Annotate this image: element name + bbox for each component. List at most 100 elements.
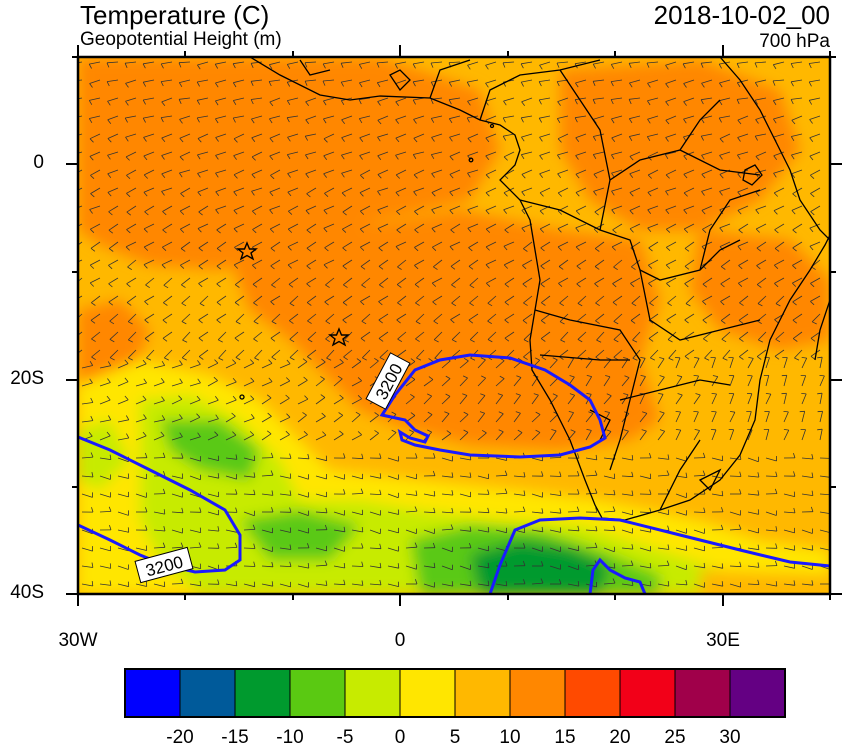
wind-barb bbox=[117, 547, 129, 552]
wind-barb-feather bbox=[72, 210, 75, 214]
wind-barb bbox=[629, 115, 641, 120]
wind-barb-feather bbox=[613, 266, 618, 271]
wind-barb bbox=[117, 583, 129, 587]
wind-barb bbox=[540, 331, 551, 339]
wind-barb-feather bbox=[683, 209, 688, 215]
wind-barb bbox=[251, 151, 263, 158]
wind-barb bbox=[576, 205, 587, 212]
wind-barb bbox=[720, 313, 731, 321]
wind-barb-feather bbox=[415, 490, 418, 496]
wind-barb bbox=[306, 295, 317, 303]
wind-barb-feather bbox=[198, 337, 204, 342]
wind-barb bbox=[549, 430, 557, 441]
wind-barb bbox=[109, 331, 119, 340]
wind-barb bbox=[144, 295, 155, 302]
wind-barb-feather bbox=[305, 210, 310, 215]
wind-barb-feather bbox=[161, 191, 165, 196]
wind-barb bbox=[271, 349, 281, 358]
wind-barb-feather bbox=[576, 283, 581, 288]
wind-barb-feather bbox=[595, 507, 598, 513]
wind-barb bbox=[81, 565, 93, 568]
wind-barb-feather bbox=[107, 155, 111, 160]
lat-label-0: 0 bbox=[33, 152, 44, 173]
wind-barb-feather bbox=[252, 229, 257, 234]
wind-barb bbox=[135, 418, 147, 423]
wind-barb-feather bbox=[413, 137, 418, 143]
wind-barb bbox=[243, 457, 255, 461]
wind-barb bbox=[630, 313, 641, 321]
wind-barb-feather bbox=[666, 228, 671, 233]
wind-barb-feather bbox=[198, 265, 203, 270]
wind-barb-feather bbox=[343, 284, 348, 288]
wind-barb-feather bbox=[497, 393, 503, 396]
wind-barb bbox=[405, 529, 417, 534]
wind-barb bbox=[603, 359, 612, 369]
wind-barb bbox=[161, 61, 173, 65]
wind-barb bbox=[657, 511, 669, 515]
wind-barb bbox=[351, 361, 362, 369]
wind-barb bbox=[575, 223, 587, 229]
wind-barb bbox=[397, 295, 407, 304]
wind-barb-feather bbox=[487, 562, 490, 568]
wind-barb-feather bbox=[755, 156, 760, 161]
wind-barb-feather bbox=[214, 396, 219, 401]
wind-barb bbox=[215, 61, 227, 65]
wind-barb bbox=[342, 241, 353, 249]
wind-barb-feather bbox=[323, 264, 328, 269]
wind-barb bbox=[323, 151, 335, 157]
wind-barb bbox=[117, 457, 129, 463]
wind-barb bbox=[702, 313, 713, 321]
wind-barb bbox=[315, 493, 327, 498]
wind-barb-feather bbox=[233, 155, 237, 160]
wind-barb bbox=[559, 295, 569, 304]
wind-barb-feather bbox=[628, 63, 632, 68]
wind-barb-feather bbox=[410, 393, 415, 398]
wind-barb-feather bbox=[568, 411, 574, 413]
wind-barb bbox=[271, 313, 281, 322]
wind-barb bbox=[611, 97, 623, 100]
wind-barb bbox=[189, 416, 201, 423]
wind-barb-feather bbox=[445, 393, 451, 397]
wind-barb bbox=[108, 241, 119, 249]
colorbar-swatch bbox=[399, 668, 456, 718]
wind-barb-feather bbox=[659, 411, 665, 414]
wind-barb-feather bbox=[718, 117, 722, 123]
wind-barb-feather bbox=[179, 172, 183, 178]
wind-barb-feather bbox=[502, 117, 506, 123]
wind-barb bbox=[378, 259, 389, 267]
wind-barb-feather bbox=[271, 284, 276, 288]
wind-barb bbox=[297, 529, 309, 534]
wind-barb bbox=[369, 475, 381, 479]
wind-barb-feather bbox=[613, 321, 619, 325]
wind-barb-feather bbox=[266, 430, 272, 435]
wind-barb-feather bbox=[216, 301, 222, 306]
wind-barb bbox=[395, 241, 407, 247]
wind-barb bbox=[369, 529, 381, 535]
wind-barb bbox=[333, 475, 345, 480]
wind-barb-feather bbox=[737, 119, 742, 125]
wind-barb bbox=[665, 169, 677, 176]
wind-barb-feather bbox=[516, 375, 522, 378]
wind-barb-feather bbox=[341, 119, 346, 124]
wind-barb bbox=[135, 382, 147, 387]
wind-barb bbox=[595, 349, 605, 358]
wind-barb bbox=[360, 259, 371, 267]
wind-barb bbox=[810, 295, 821, 302]
wind-barb-feather bbox=[161, 360, 166, 366]
wind-barb bbox=[153, 419, 165, 423]
colorbar bbox=[124, 668, 786, 718]
wind-barb bbox=[810, 331, 821, 339]
wind-barb bbox=[450, 259, 461, 267]
wind-barb-feather bbox=[559, 579, 562, 585]
wind-barb-feather bbox=[451, 472, 454, 478]
colorbar-label: 15 bbox=[554, 727, 576, 748]
wind-barb bbox=[684, 241, 695, 249]
wind-barb-feather bbox=[413, 174, 418, 179]
wind-barb bbox=[549, 414, 559, 423]
wind-barb-feather bbox=[468, 319, 474, 324]
wind-barb bbox=[657, 583, 669, 587]
wind-barb-feather bbox=[161, 415, 166, 420]
wind-barb-feather bbox=[180, 264, 185, 269]
wind-barb bbox=[639, 529, 651, 533]
wind-barb bbox=[783, 511, 796, 514]
